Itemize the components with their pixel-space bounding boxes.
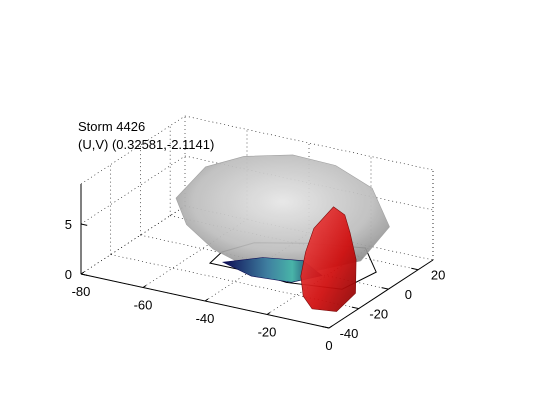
y-tick-mark bbox=[381, 287, 389, 290]
x-tick-label: -40 bbox=[196, 311, 215, 326]
surfaces bbox=[175, 154, 390, 312]
tick-labels: -80 -60 -40 -20 0 -40 -20 0 20 0 5 bbox=[65, 217, 446, 353]
y-tick-label: 0 bbox=[405, 287, 412, 302]
grid-line-x-floor bbox=[80, 205, 186, 275]
gray-reflectivity-surface bbox=[175, 154, 390, 273]
grid-line-x-floor bbox=[204, 232, 310, 302]
axes bbox=[80, 184, 434, 329]
x-tick-mark bbox=[328, 325, 333, 329]
y-tick-label: -20 bbox=[369, 307, 388, 322]
chart-title-line-2: (U,V) (0.32581,-2.1141) bbox=[78, 137, 215, 152]
x-tick-mark bbox=[266, 312, 271, 315]
z-tick-label: 0 bbox=[65, 267, 72, 282]
y-tick-label: 20 bbox=[431, 268, 445, 283]
grid-line-top-side bbox=[80, 115, 186, 185]
x-tick-label: -80 bbox=[72, 284, 91, 299]
z-tick-mark bbox=[80, 223, 88, 226]
x-tick-label: -60 bbox=[134, 298, 153, 313]
x-tick-label: -20 bbox=[258, 325, 277, 340]
y-tick-mark bbox=[351, 306, 359, 310]
z-tick-label: 5 bbox=[65, 217, 72, 232]
y-tick-mark bbox=[322, 326, 330, 329]
chart-title-line-1: Storm 4426 bbox=[78, 119, 146, 134]
red-reflectivity-surface bbox=[300, 206, 357, 312]
y-tick-mark bbox=[411, 267, 419, 271]
z-tick-mark bbox=[80, 273, 88, 276]
x-tick-label: 0 bbox=[325, 338, 332, 353]
grid-line-x-floor bbox=[266, 246, 372, 315]
grid-line-x-floor bbox=[142, 219, 248, 288]
grid-line-z-side bbox=[80, 205, 186, 275]
grid-line-z-side bbox=[80, 155, 186, 225]
y-tick-label: -40 bbox=[340, 326, 359, 341]
y-axis-line bbox=[328, 259, 434, 329]
x-tick-mark bbox=[142, 285, 147, 288]
x-tick-mark bbox=[204, 298, 209, 302]
